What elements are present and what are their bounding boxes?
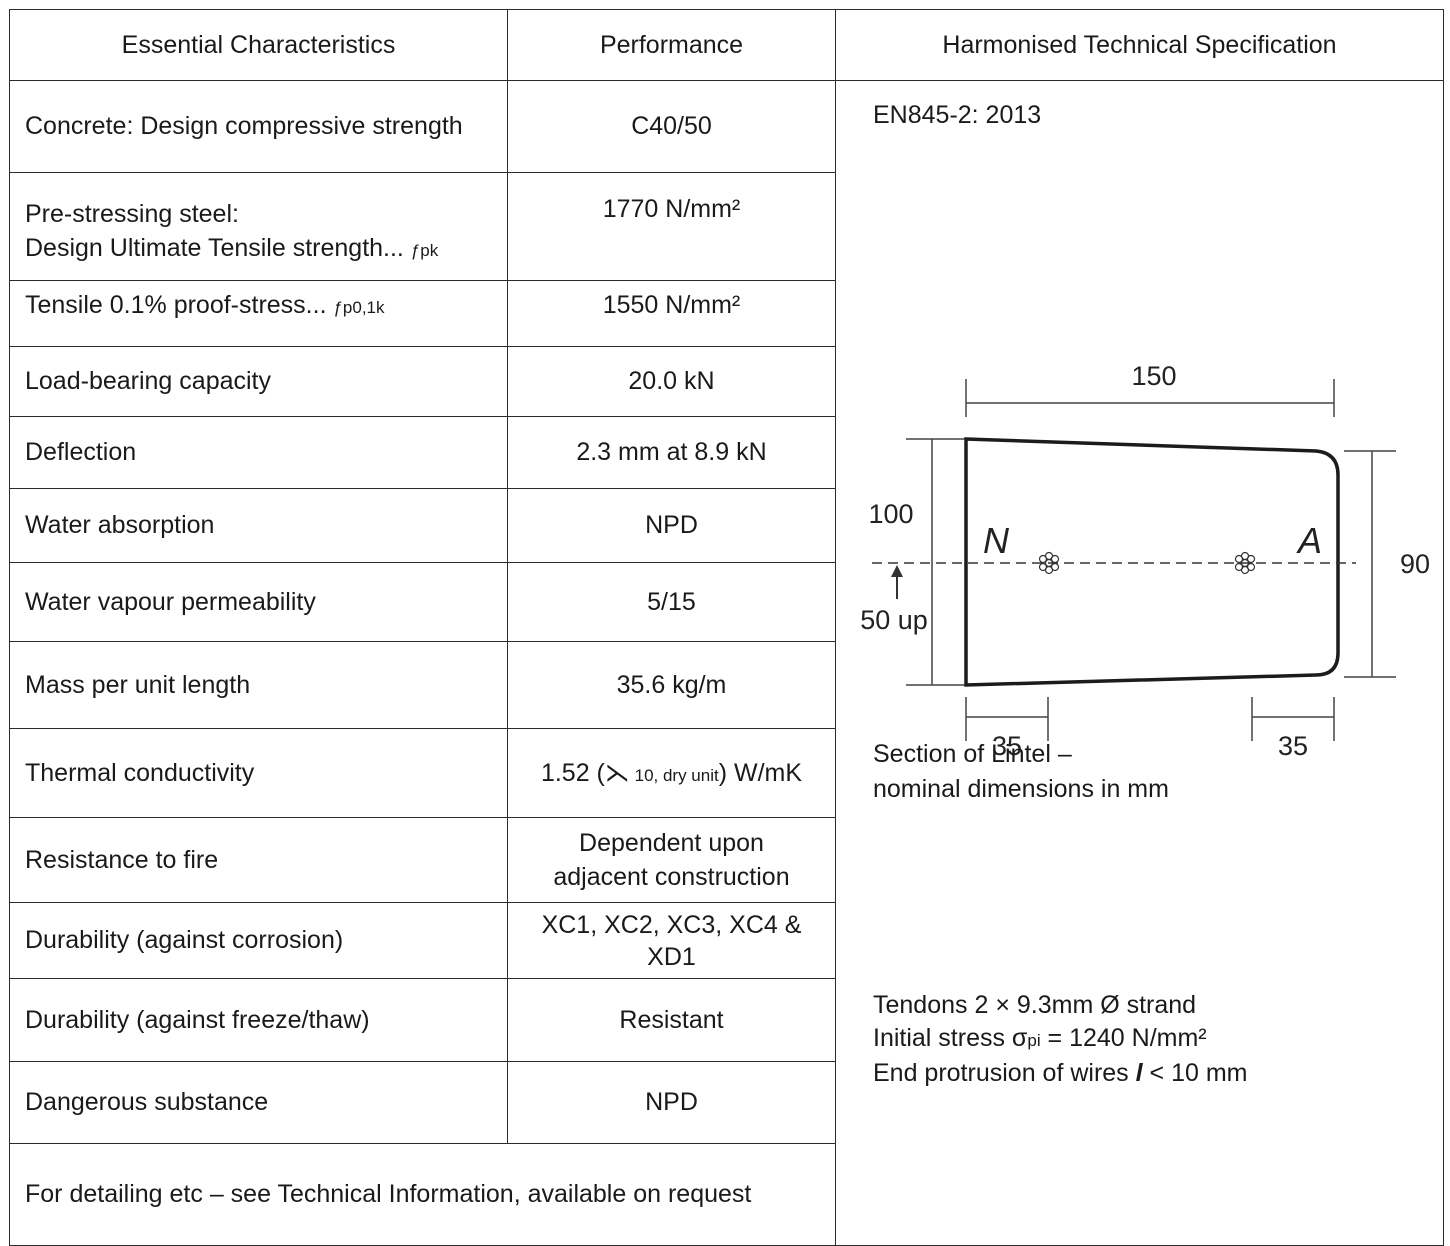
corrosion-value: XC1, XC2, XC3, XC4 & XD1 [507, 902, 836, 979]
thermal-label: Thermal conductivity [9, 728, 508, 818]
strand-left-icon [1038, 551, 1060, 575]
mass-label: Mass per unit length [9, 641, 508, 729]
offset-label: 50 up [860, 605, 928, 635]
row-freeze: Durability (against freeze/thaw) Resista… [9, 978, 1444, 1062]
left-letter-label: N [983, 520, 1010, 561]
row-mass: Mass per unit length 35.6 kg/m [9, 641, 1444, 729]
corrosion-label: Durability (against corrosion) [9, 902, 508, 979]
deflection-label: Deflection [9, 416, 508, 489]
header-characteristics: Essential Characteristics [9, 9, 508, 81]
row-dangerous: Dangerous substance NPD [9, 1061, 1444, 1144]
row-prestress: Pre-stressing steel: Design Ultimate Ten… [9, 172, 1444, 281]
concrete-label: Concrete: Design compressive strength [9, 80, 508, 173]
declaration-of-performance-table: Essential Characteristics Performance Ha… [9, 9, 1444, 1246]
fire-label: Resistance to fire [9, 817, 508, 903]
mass-value: 35.6 kg/m [507, 641, 836, 729]
prestress-label: Pre-stressing steel: Design Ultimate Ten… [9, 172, 508, 281]
proof-value: 1550 N/mm² [507, 280, 836, 347]
row-deflection: Deflection 2.3 mm at 8.9 kN [9, 416, 1444, 489]
caption-line-1: Section of Lintel – [873, 740, 1072, 768]
row-concrete: Concrete: Design compressive strength C4… [9, 80, 1444, 1246]
water-absorption-value: NPD [507, 488, 836, 563]
water-absorption-label: Water absorption [9, 488, 508, 563]
row-vapour: Water vapour permeability 5/15 [9, 562, 1444, 642]
header-spec: Harmonised Technical Specification [835, 9, 1444, 81]
right-height-label: 90 [1400, 549, 1430, 579]
load-value: 20.0 kN [507, 346, 836, 417]
lintel-outline [964, 437, 1340, 687]
standard-reference: EN845-2: 2013 [873, 101, 1042, 129]
vapour-value: 5/15 [507, 562, 836, 642]
header-row: Essential Characteristics Performance Ha… [9, 9, 1444, 81]
strand-right-icon [1234, 551, 1256, 575]
thermal-value: 1.52 (⋋ 10, dry unit) W/mK [507, 728, 836, 818]
concrete-value: C40/50 [507, 80, 836, 173]
header-performance: Performance [507, 9, 836, 81]
row-corrosion: Durability (against corrosion) XC1, XC2,… [9, 902, 1444, 979]
right-inset-label: 35 [1278, 731, 1308, 761]
tendons-line-1: Tendons 2 × 9.3mm Ø strand [873, 991, 1197, 1019]
tendon-notes: Tendons 2 × 9.3mm Ø strand Initial stres… [873, 989, 1247, 1090]
diagram-caption: Section of Lintel – nominal dimensions i… [873, 737, 1169, 807]
vapour-label: Water vapour permeability [9, 562, 508, 642]
prestress-value: 1770 N/mm² [507, 172, 836, 281]
row-proof-stress: Tensile 0.1% proof-stress... ƒp0,1k 1550… [9, 280, 1444, 347]
right-letter-label: A [1296, 520, 1322, 561]
spec-cell: EN845-2: 2013 150 100 90 [835, 80, 1444, 1246]
left-height-label: 100 [868, 499, 913, 529]
proof-label: Tensile 0.1% proof-stress... ƒp0,1k [9, 280, 508, 347]
freeze-label: Durability (against freeze/thaw) [9, 978, 508, 1062]
freeze-value: Resistant [507, 978, 836, 1062]
fire-value: Dependent upon adjacent construction [507, 817, 836, 903]
deflection-value: 2.3 mm at 8.9 kN [507, 416, 836, 489]
load-label: Load-bearing capacity [9, 346, 508, 417]
row-water-absorption: Water absorption NPD [9, 488, 1444, 563]
dangerous-label: Dangerous substance [9, 1061, 508, 1144]
caption-line-2: nominal dimensions in mm [873, 775, 1169, 803]
tendons-line-2: Initial stress σpi = 1240 N/mm² [873, 1024, 1207, 1052]
width-dimension-label: 150 [1131, 361, 1176, 391]
dangerous-value: NPD [507, 1061, 836, 1144]
tendons-line-3: End protrusion of wires l < 10 mm [873, 1059, 1248, 1087]
lintel-section-diagram: 150 100 90 [860, 361, 1430, 761]
left-inset-label: 35 [992, 731, 1022, 761]
